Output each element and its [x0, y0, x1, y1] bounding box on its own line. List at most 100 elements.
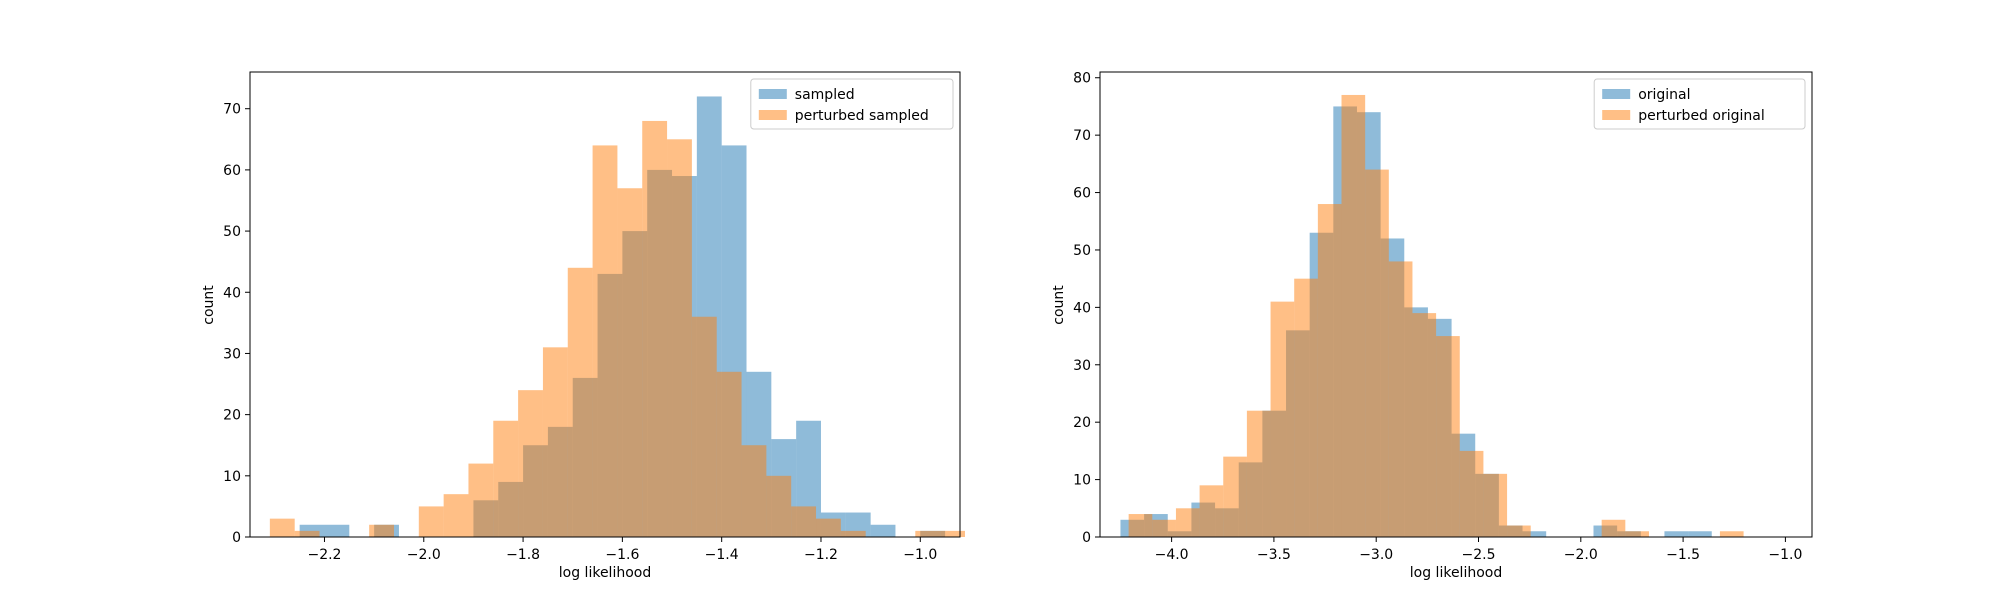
y-tick-label: 50 — [223, 224, 241, 240]
legend-swatch — [758, 89, 787, 99]
axes-frame — [1099, 71, 1813, 538]
y-tick-label: 10 — [223, 469, 241, 485]
histogram-bar — [617, 188, 643, 537]
histogram-bar — [542, 347, 568, 537]
histogram-bar — [791, 506, 817, 537]
x-tick-label: −2.5 — [1462, 547, 1496, 563]
y-tick-label: 60 — [223, 163, 241, 179]
x-tick-label: −3.5 — [1257, 547, 1291, 563]
histogram-bar — [1688, 531, 1712, 537]
histogram-bar — [1507, 525, 1531, 537]
legend-box — [750, 78, 954, 130]
legend-box — [1593, 78, 1806, 130]
legend-swatch — [1602, 89, 1631, 99]
legend: sampled perturbed sampled — [750, 78, 954, 130]
histogram-bar — [1664, 531, 1689, 537]
histogram-bar — [1459, 450, 1484, 537]
histogram-bar — [870, 524, 896, 537]
histogram-bar — [592, 145, 618, 538]
histogram-bar — [493, 420, 519, 537]
histogram-bar — [716, 371, 742, 537]
y-tick-label: 20 — [223, 408, 241, 424]
y-tick-label: 30 — [1073, 358, 1091, 374]
histogram-bar — [1175, 508, 1200, 537]
histogram-bar — [518, 390, 543, 537]
y-tick-label: 20 — [1073, 415, 1091, 431]
histogram-bar — [1199, 485, 1224, 537]
y-tick-label: 80 — [1073, 71, 1091, 87]
y-tick-label: 40 — [223, 285, 241, 301]
y-axis-label: count — [201, 285, 217, 325]
legend-swatch — [1602, 110, 1631, 120]
x-tick-label: −1.0 — [903, 547, 937, 563]
histogram-bar — [567, 267, 593, 537]
x-tick-label: −1.4 — [705, 547, 739, 563]
y-tick-label: 0 — [232, 530, 241, 546]
histogram-bar — [1317, 204, 1342, 538]
legend-label: sampled — [795, 87, 855, 103]
x-tick-label: −2.2 — [307, 547, 341, 563]
histogram-bar — [1483, 473, 1508, 537]
histogram-bar — [667, 139, 692, 538]
histogram-bar — [1388, 261, 1413, 537]
histogram-bar — [1152, 519, 1176, 537]
x-axis-label: log likelihood — [1410, 565, 1502, 581]
series-1-2 — [269, 120, 965, 538]
chart-1: −2.2 −2.0 −1.8 −1.6 −1.4 −1.2 −1.0 0 10 20 30 40 50 6… — [201, 71, 965, 581]
histogram-bar — [1719, 531, 1744, 537]
chart-2: −4.0 −3.5 −3.0 −2.5 −2.0 −1.5 −1.0 0 10 20 30 40 50 6… — [1051, 71, 1813, 581]
histogram-bar — [468, 463, 494, 537]
y-tick-label: 30 — [223, 346, 241, 362]
histogram-bar — [840, 530, 866, 537]
y-axis-label: count — [1051, 285, 1067, 325]
x-tick-label: −1.0 — [1768, 547, 1802, 563]
axes-frame — [249, 71, 961, 538]
histogram-bar — [1522, 531, 1547, 537]
histogram-bar — [642, 120, 668, 537]
y-tick-label: 70 — [223, 102, 241, 118]
legend-label: perturbed original — [1638, 108, 1765, 124]
x-tick-label: −1.8 — [506, 547, 540, 563]
histogram-bar — [324, 524, 350, 537]
histogram-bar — [691, 316, 717, 537]
legend-label: perturbed sampled — [795, 108, 929, 124]
histogram-bar — [418, 506, 444, 537]
legend-swatch — [758, 110, 787, 120]
histogram-bar — [1625, 531, 1649, 537]
histogram-bar — [1412, 313, 1437, 537]
histogram-bar — [369, 524, 394, 537]
legend-label: original — [1638, 87, 1690, 103]
histogram-bar — [1436, 336, 1460, 537]
x-tick-label: −3.0 — [1359, 547, 1393, 563]
histogram-bar — [741, 445, 767, 537]
y-tick-label: 40 — [1073, 300, 1091, 316]
x-tick-label: −1.5 — [1666, 547, 1700, 563]
histogram-bar — [1270, 301, 1295, 537]
x-tick-label: −1.2 — [804, 547, 838, 563]
x-axis-label: log likelihood — [559, 565, 651, 581]
histogram-bar — [1128, 514, 1153, 537]
x-tick-label: −2.0 — [407, 547, 441, 563]
y-tick-label: 50 — [1073, 243, 1091, 259]
histogram-bar — [915, 530, 941, 537]
histogram-bar — [443, 494, 469, 537]
histogram-bar — [1365, 169, 1389, 537]
histogram-bar — [1223, 456, 1247, 537]
x-tick-label: −2.0 — [1564, 547, 1598, 563]
y-tick-label: 10 — [1073, 473, 1091, 489]
histogram-bar — [269, 518, 295, 537]
histogram-bar — [1341, 94, 1366, 538]
histogram-bar — [816, 518, 841, 537]
histogram-bar — [940, 530, 965, 537]
y-tick-label: 70 — [1073, 128, 1091, 144]
legend: original perturbed original — [1593, 78, 1806, 130]
histogram-bar — [1294, 278, 1318, 537]
y-tick-label: 60 — [1073, 186, 1091, 202]
x-tick-label: −1.6 — [605, 547, 639, 563]
x-tick-label: −4.0 — [1155, 547, 1189, 563]
histogram-bar — [294, 530, 320, 537]
histogram-bar — [1601, 519, 1626, 537]
series-2-2 — [1128, 94, 1744, 538]
histogram-bar — [766, 475, 792, 537]
